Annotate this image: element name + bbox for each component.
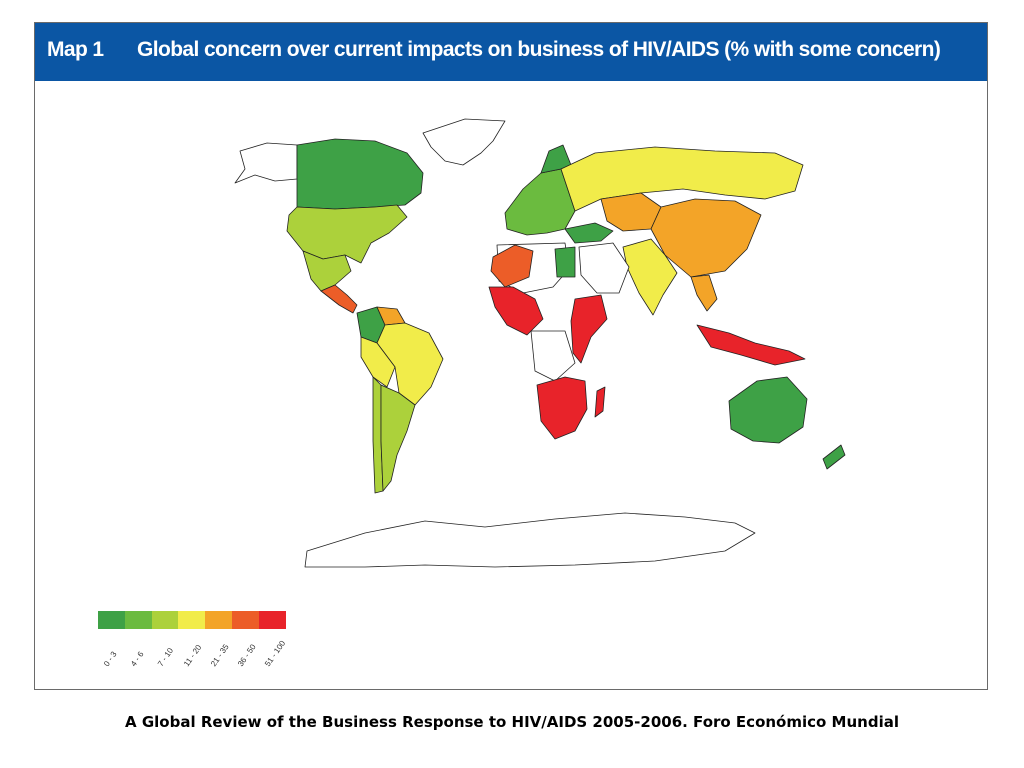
map-number: Map 1 [47, 38, 104, 61]
middle-east-outline [578, 242, 630, 294]
map-figure: Map 1 Global concern over current impact… [34, 22, 988, 690]
legend-swatch [258, 611, 286, 629]
footer-caption: A Global Review of the Business Response… [125, 713, 899, 731]
legend-swatch [151, 611, 179, 629]
region-egypt [554, 246, 576, 278]
region-west-africa [488, 286, 544, 336]
legend-swatch [231, 611, 259, 629]
legend-swatch [205, 611, 232, 629]
legend-swatches [98, 611, 286, 629]
alaska-outline [234, 142, 298, 184]
region-turkey [564, 222, 614, 244]
greenland-outline [422, 118, 506, 166]
region-canada [296, 138, 424, 210]
legend-label: 36 - 50 [236, 642, 258, 669]
region-algeria [490, 244, 534, 288]
region-india [622, 238, 678, 316]
region-china [650, 198, 762, 278]
region-russia [560, 146, 804, 212]
region-central-america [320, 284, 358, 314]
map-title: Global concern over current impacts on b… [137, 38, 941, 61]
region-united-states [286, 204, 408, 264]
legend-label: 21 - 35 [209, 642, 231, 669]
central-africa-outline [530, 330, 576, 382]
legend-swatch [98, 611, 125, 629]
region-madagascar [594, 386, 606, 418]
region-new-zealand [822, 444, 846, 470]
region-indonesia [696, 324, 806, 366]
region-mexico [302, 250, 352, 292]
map-legend: 0 - 3 4 - 6 7 - 10 11 - 20 21 - 35 36 - 50 51 … [98, 611, 288, 669]
map-header: Map 1 Global concern over current impact… [35, 23, 987, 81]
legend-labels: 0 - 3 4 - 6 7 - 10 11 - 20 21 - 35 36 - 50 51 … [98, 629, 288, 669]
legend-swatch [124, 611, 152, 629]
legend-label: 51 - 100 [262, 638, 288, 669]
region-australia [728, 376, 808, 444]
legend-label: 4 - 6 [128, 649, 146, 669]
region-southeast-asia [690, 274, 718, 312]
region-scandinavia [540, 144, 572, 174]
region-argentina [380, 384, 416, 492]
region-kazakhstan [600, 192, 662, 232]
region-southern-africa [536, 376, 588, 440]
legend-label: 0 - 3 [102, 649, 119, 669]
legend-label: 11 - 20 [182, 643, 204, 669]
antarctica-outline [304, 512, 756, 568]
legend-label: 7 - 10 [155, 646, 175, 669]
legend-swatch [178, 611, 206, 629]
world-map [234, 118, 846, 568]
region-east-africa [570, 294, 608, 364]
region-peru [360, 336, 396, 388]
